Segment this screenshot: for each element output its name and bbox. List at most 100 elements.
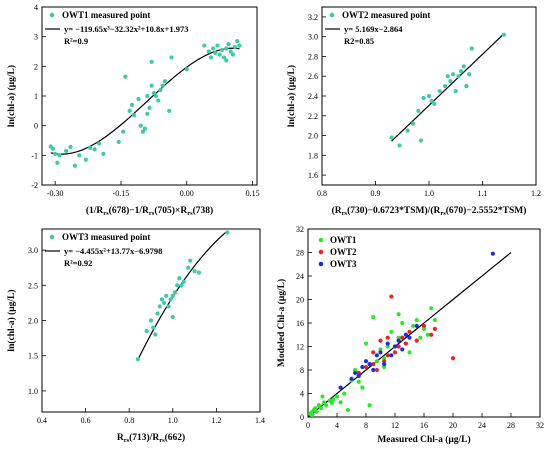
data-point — [410, 121, 416, 126]
x-axis-label: (Rrs(730)−0.6723*TSM)/(Rrs(670)−2.5552*T… — [332, 205, 527, 217]
x-tick-label: 24 — [478, 421, 486, 430]
data-point — [147, 105, 152, 110]
point-owt1 — [320, 394, 325, 399]
point-owt1 — [313, 406, 318, 411]
x-tick-label: 0.4 — [37, 416, 47, 425]
x-tick-label: 1.1 — [478, 189, 488, 198]
data-point — [123, 74, 128, 79]
point-owt2 — [363, 364, 369, 370]
point-owt2 — [392, 350, 398, 355]
marks — [389, 32, 506, 148]
point-owt2 — [421, 323, 427, 329]
data-point — [208, 55, 214, 60]
x-tick-label: 1.2 — [531, 189, 541, 198]
point-owt2 — [396, 344, 401, 349]
x-axis-label-part: (730)−0.6723*TSM)/(R — [347, 205, 440, 216]
x-tick-label: 4 — [335, 421, 339, 430]
y-tick-label: 4 — [34, 3, 38, 12]
point-owt1 — [331, 397, 336, 402]
data-point — [116, 139, 121, 145]
x-axis-label-part: (670)−2.5552*TSM) — [446, 205, 527, 216]
data-point — [140, 129, 146, 134]
point-owt1 — [360, 385, 365, 390]
point-owt1 — [396, 312, 401, 317]
x-axis-label-sub: rs — [187, 210, 193, 217]
data-point — [50, 146, 56, 151]
legend: OWT2 measured point y= 5.169x−2.864 R2=0.8… — [325, 10, 430, 46]
y-tick-label: 2.5 — [28, 281, 38, 290]
y-tick-label: 2.2 — [308, 112, 318, 121]
data-point — [445, 74, 450, 79]
x-tick-label: 0.6 — [81, 416, 91, 425]
panel-owt3: 0.4 0.6 0.8 1.0 1.2 1.4 1.0 1.5 2.0 2.5 3.0 Rrs(713… — [6, 228, 265, 444]
x-tick-label: 0.00 — [180, 189, 194, 198]
y-tick-label: 2.0 — [308, 132, 318, 141]
data-point — [426, 93, 432, 99]
x-axis-label-sub: rs — [440, 210, 446, 217]
y-tick-label: 1.6 — [308, 171, 318, 180]
x-axis-label: Rrs(713)/Rrs(662) — [117, 432, 185, 444]
r-squared: R²=0.9 — [64, 36, 88, 46]
data-point — [501, 32, 506, 37]
data-point — [469, 46, 474, 51]
y-tick-label: 1.0 — [28, 387, 38, 396]
data-point — [219, 47, 224, 53]
data-point — [149, 83, 154, 88]
x-tick-label: -0.15 — [113, 189, 130, 198]
y-tick-label: 3 — [34, 33, 38, 42]
y-tick-label: 16 — [296, 319, 304, 328]
data-point — [228, 49, 233, 54]
point-owt1 — [425, 332, 430, 337]
data-point — [221, 55, 227, 60]
data-point — [232, 44, 238, 50]
x-axis-label-part: (662) — [165, 432, 186, 443]
legend-label-owt1: OWT1 — [330, 235, 357, 245]
point-owt1 — [421, 326, 427, 331]
data-point — [92, 147, 97, 152]
point-owt3 — [490, 251, 495, 256]
x-axis-label-part: (738) — [193, 205, 214, 216]
data-point — [217, 52, 222, 57]
point-owt1 — [429, 306, 434, 311]
point-owt3 — [403, 332, 408, 337]
y-axis-label: Modeled Chl-a (μg/L) — [276, 279, 287, 367]
data-point — [467, 72, 472, 77]
y-axis-label: ln(chl-a) (μg/L) — [6, 289, 17, 351]
data-point — [121, 129, 126, 134]
legend-marker — [49, 234, 55, 240]
data-point — [148, 318, 154, 323]
x-axis-label: (1/Rrs(678)−1/Rrs(705)×Rrs(738) — [86, 205, 213, 217]
data-point — [101, 151, 106, 156]
x-axis-label-part: (705)×R — [154, 205, 187, 216]
x-axis-label-part: R — [117, 433, 124, 443]
point-owt1 — [324, 403, 329, 408]
marks — [308, 251, 512, 417]
x-tick-label: 0.9 — [371, 189, 381, 198]
y-tick-label: 28 — [296, 249, 304, 258]
data-point — [429, 98, 434, 104]
point-owt2 — [432, 326, 437, 331]
data-point — [153, 332, 158, 337]
y-tick-label: 3.0 — [28, 246, 38, 255]
data-point — [225, 230, 230, 235]
data-point — [235, 39, 240, 44]
point-owt1 — [314, 409, 319, 414]
r-squared: R2=0.85 — [344, 36, 374, 46]
data-point — [450, 72, 456, 77]
data-point — [151, 90, 156, 96]
legend-label: OWT1 measured point — [62, 10, 150, 20]
data-point — [202, 43, 207, 48]
data-point — [55, 160, 60, 165]
data-point — [211, 46, 216, 51]
point-owt2 — [389, 294, 394, 299]
x-axis-label-part: (678)−1/R — [109, 205, 149, 216]
point-owt1 — [385, 344, 390, 349]
fit-line — [391, 33, 505, 142]
data-point — [196, 270, 202, 275]
data-point — [224, 46, 229, 51]
data-point — [135, 357, 141, 362]
data-point — [170, 293, 175, 298]
x-axis-label-part: (713)/R — [129, 432, 159, 443]
x-tick-label: 0.8 — [317, 189, 327, 198]
